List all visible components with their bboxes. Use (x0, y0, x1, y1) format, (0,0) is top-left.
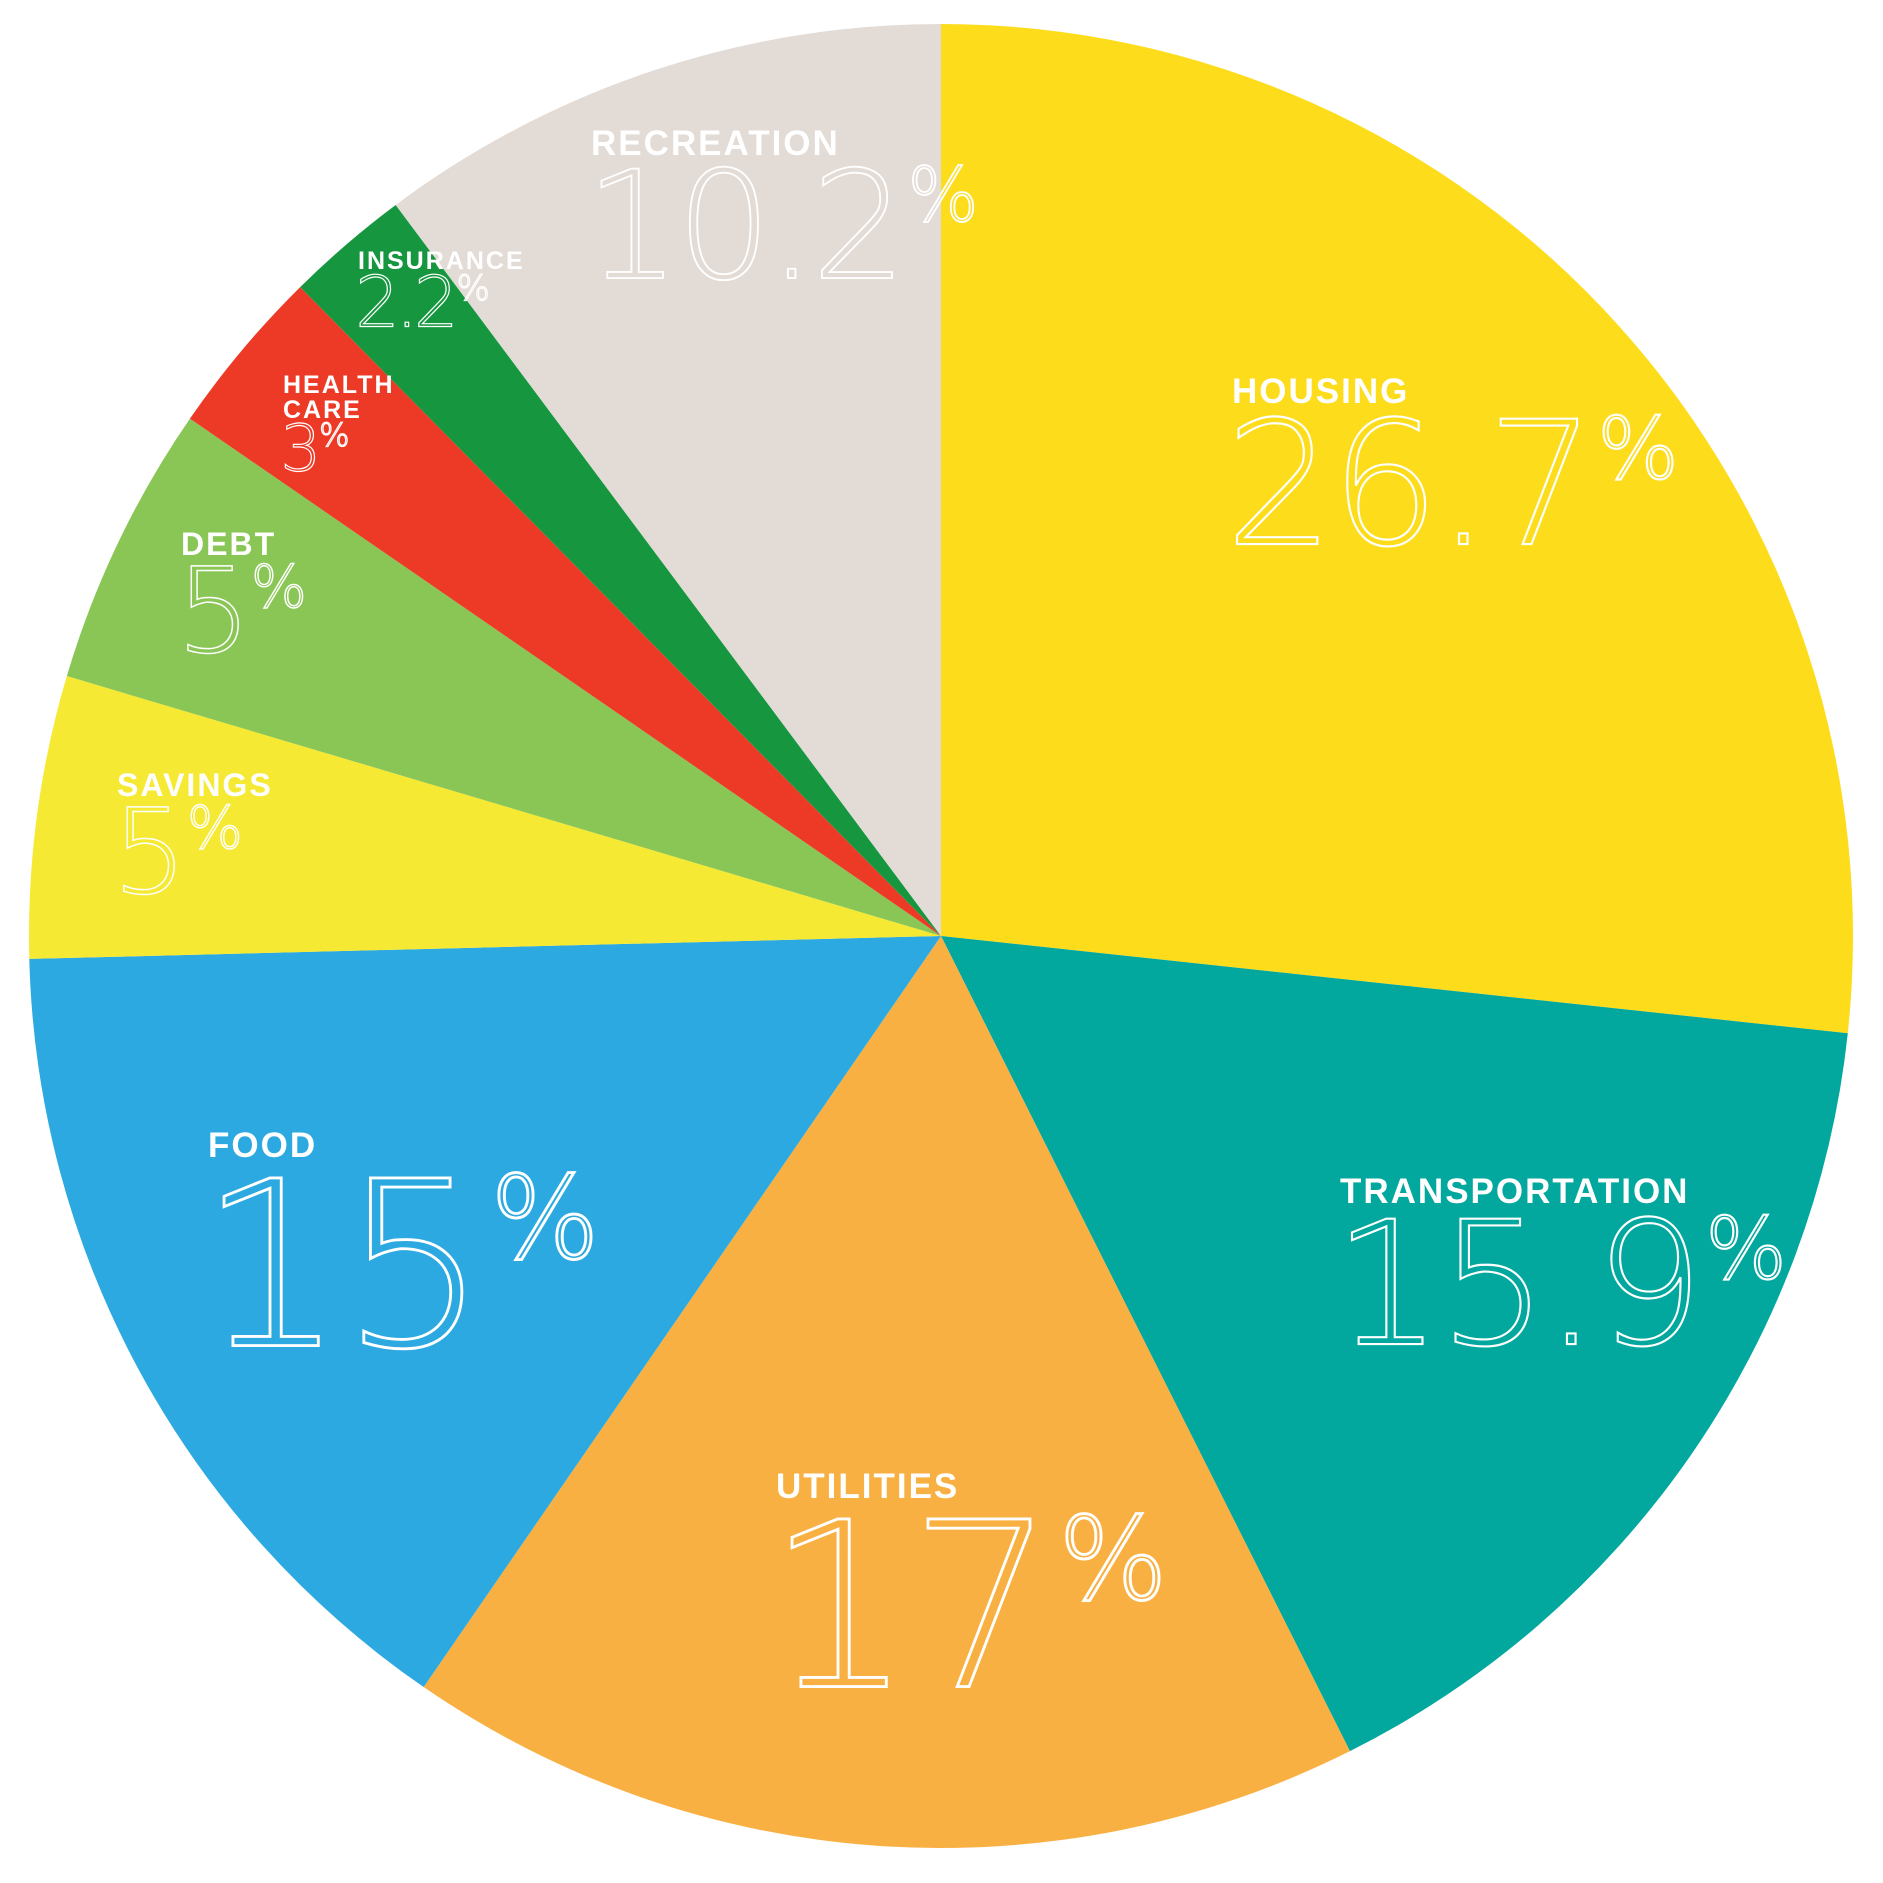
slice-value-debt: 5% (176, 542, 303, 680)
pie-slice-recreation (395, 23, 942, 936)
slice-value-recreation: 10.2% (585, 140, 975, 314)
pie-slice-health-care (189, 287, 941, 937)
slice-value-housing: 26.7% (1225, 384, 1675, 585)
slice-label-health-care: HEALTH CARE (283, 371, 395, 424)
slice-label-recreation: RECREATION (591, 124, 840, 163)
slice-value-transportation: 15.9% (1333, 1184, 1783, 1385)
pie-slice-housing (941, 24, 1853, 1034)
pie-slice-insurance (300, 204, 941, 937)
slice-value-food: 15% (199, 1134, 596, 1401)
slice-value-utilities: 17% (767, 1475, 1164, 1742)
slice-value-health-care: 3% (280, 412, 348, 486)
pie-slice-utilities (423, 936, 1350, 1848)
pie-slice-transportation (941, 936, 1848, 1752)
slice-label-utilities: UTILITIES (776, 1467, 959, 1506)
slice-value-insurance: 2.2% (355, 261, 487, 343)
pie-slice-debt (66, 418, 941, 936)
slice-label-insurance: INSURANCE (358, 247, 525, 275)
pie-slices (29, 23, 1853, 1848)
slice-label-housing: HOUSING (1232, 372, 1409, 411)
slice-label-food: FOOD (208, 1126, 317, 1165)
slice-label-transportation: TRANSPORTATION (1340, 1172, 1689, 1211)
slice-value-savings: 5% (112, 783, 239, 921)
pie-slice-food (29, 936, 942, 1688)
slice-label-debt: DEBT (181, 526, 276, 562)
pie-slice-savings (29, 676, 941, 959)
slice-label-savings: SAVINGS (117, 767, 273, 803)
